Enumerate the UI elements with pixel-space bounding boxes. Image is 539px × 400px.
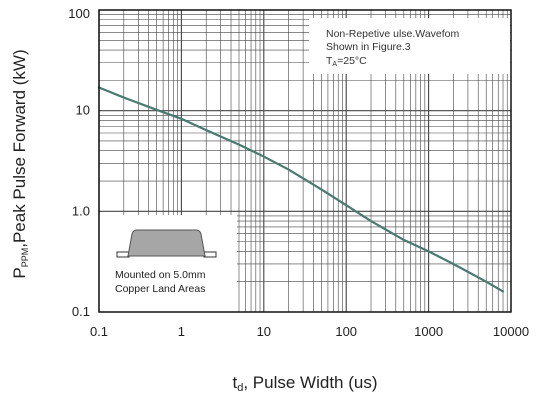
y-axis-title-sub: PPM <box>20 248 30 268</box>
x-tick-label-0.1: 0.1 <box>90 324 108 339</box>
note-line-3: TA=25°C <box>326 55 367 68</box>
note-line-2: Shown in Figure.3 <box>326 41 411 53</box>
x-tick-label-1000: 1000 <box>414 324 443 339</box>
x-axis-title-rest: , Pulse Width (us) <box>243 373 377 392</box>
note-box-background <box>309 18 510 74</box>
inset-line-1: Mounted on 5.0mm <box>115 269 206 281</box>
note-line-1: Non-Repetive ulse.Wavefom <box>326 28 460 40</box>
series-layer <box>97 86 505 293</box>
x-axis-title-sub: d <box>237 382 243 394</box>
y-tick-label-0.1: 0.1 <box>72 304 90 319</box>
note-line-3-main: T <box>326 55 333 67</box>
y-axis-title-main: P <box>10 267 29 278</box>
y-tick-label-100: 100 <box>68 6 90 21</box>
land-pad-left <box>116 251 130 258</box>
y-tick-label-10: 10 <box>76 103 90 118</box>
inset-box: Mounted on 5.0mm Copper Land Areas <box>99 215 237 312</box>
series-line-0 <box>97 86 505 293</box>
note-line-3-rest: =25°C <box>337 55 367 67</box>
y-axis-title: PPPM,Peak Pulse Forward (kW) <box>10 49 30 278</box>
note-box: Non-Repetive ulse.Wavefom Shown in Figur… <box>309 18 510 74</box>
x-axis-title: td, Pulse Width (us) <box>232 373 377 394</box>
y-axis-title-rest: ,Peak Pulse Forward (kW) <box>10 49 29 247</box>
y-tick-label-1.0: 1.0 <box>72 203 90 218</box>
package-body <box>127 229 206 257</box>
note-line-3-sub: A <box>332 61 337 68</box>
x-tick-label-100: 100 <box>335 324 357 339</box>
plot-frame <box>98 9 512 313</box>
x-tick-label-10000: 10000 <box>493 324 529 339</box>
package-icon <box>116 229 217 258</box>
x-tick-label-1: 1 <box>178 324 185 339</box>
x-tick-label-10: 10 <box>257 324 271 339</box>
land-pad-right <box>203 251 217 258</box>
inset-line-2: Copper Land Areas <box>115 283 205 295</box>
x-axis-title-main: t <box>232 373 237 392</box>
